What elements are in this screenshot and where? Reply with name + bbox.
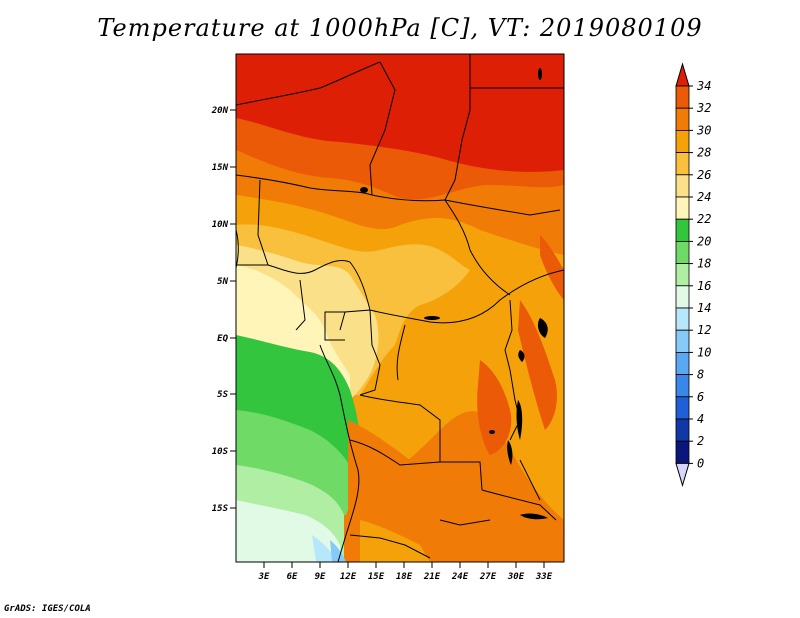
colorbar-swatch (675, 440, 690, 464)
lat-label: 10S (212, 447, 229, 457)
colorbar-swatch (675, 307, 690, 331)
colorbar-swatch (675, 285, 690, 309)
colorbar-label: 0 (697, 456, 704, 470)
colorbar-label: 28 (697, 146, 711, 160)
colorbar-label: 16 (697, 279, 711, 293)
colorbar-swatch (675, 85, 690, 109)
lat-label: 20N (211, 106, 229, 116)
lon-label: 15E (368, 572, 385, 582)
temperature-field (236, 54, 564, 562)
colorbar-swatch (675, 329, 690, 353)
colorbar-swatch (675, 218, 690, 242)
colorbar-label: 26 (697, 168, 711, 182)
colorbar-label: 6 (697, 390, 704, 404)
colorbar-label: 34 (696, 79, 711, 93)
map-title: Temperature at 1000hPa [C], VT: 20190801… (97, 14, 703, 42)
lon-label: 12E (340, 572, 357, 582)
lon-label: 6E (287, 572, 298, 582)
colorbar-label: 22 (697, 212, 711, 226)
colorbar-label: 24 (697, 190, 711, 204)
colorbar-swatch (675, 129, 690, 153)
lon-label: 33E (535, 572, 553, 582)
colorbar-label: 12 (697, 323, 711, 337)
lon-label: 3E (258, 572, 270, 582)
colorbar-label: 8 (697, 368, 704, 382)
lon-label: 30E (507, 572, 525, 582)
lat-label: 5S (217, 390, 228, 400)
colorbar-swatch (675, 351, 690, 375)
colorbar-label: 14 (697, 301, 711, 315)
colorbar-swatch (675, 240, 690, 264)
colorbar-swatch (675, 263, 690, 287)
lat-label: 10N (212, 220, 229, 230)
colorbar-swatch (675, 196, 690, 220)
colorbar-label: 10 (697, 345, 711, 359)
map-axes: 20N 15N 10N 5N EQ 5S 10S 15S 3E 6E 9E 12E 15E 18E 21E 2… (211, 106, 553, 582)
colorbar-swatch (675, 396, 690, 420)
colorbar-swatch (675, 174, 690, 198)
colorbar-label: 2 (697, 434, 704, 448)
lat-label: 5N (217, 277, 228, 287)
colorbar-swatch (675, 152, 690, 176)
lon-label: 21E (423, 572, 441, 582)
lat-label: EQ (217, 334, 228, 344)
lon-label: 24E (451, 572, 469, 582)
grads-credit: GrADS: IGES/COLA (4, 604, 91, 614)
colorbar-label: 18 (697, 257, 711, 271)
colorbar-label: 30 (696, 123, 711, 137)
lakes (360, 68, 548, 520)
lon-label: 27E (479, 572, 497, 582)
map-frame (235, 53, 565, 563)
colorbar-label: 20 (697, 234, 711, 248)
lon-label: 18E (396, 572, 413, 582)
colorbar-label: 4 (697, 412, 704, 426)
lon-label: 9E (315, 572, 326, 582)
lat-label: 15S (212, 504, 229, 514)
colorbar-swatch (675, 107, 690, 131)
colorbar-swatch (675, 418, 690, 442)
colorbar-swatch (675, 374, 690, 398)
lat-label: 15N (212, 163, 229, 173)
colorbar-arrow-top (675, 62, 690, 87)
colorbar-label: 32 (696, 101, 711, 115)
colorbar-arrow-bottom (675, 462, 690, 488)
